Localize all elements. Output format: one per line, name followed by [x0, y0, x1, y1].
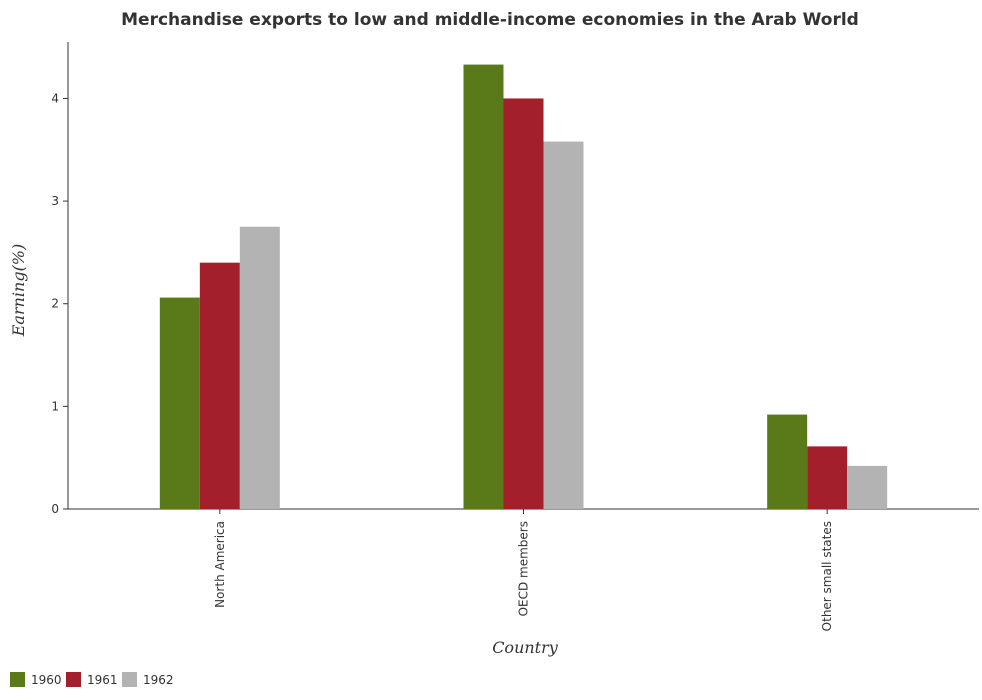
x-tick-label: North America [213, 521, 227, 608]
x-axis-label: Country [492, 638, 559, 657]
bar-1962-0 [239, 226, 280, 509]
x-tick-label: Other small states [820, 521, 834, 631]
legend-swatch-1961 [66, 672, 81, 687]
legend-label: 1960 [31, 673, 62, 687]
y-tick-label: 1 [51, 399, 59, 413]
y-tick-label: 3 [51, 194, 59, 208]
y-tick-label: 2 [51, 297, 59, 311]
legend-swatch-1960 [10, 672, 25, 687]
bar-1962-2 [847, 465, 888, 509]
chart-title: Merchandise exports to low and middle-in… [121, 10, 859, 30]
y-tick-label: 0 [51, 502, 59, 516]
legend-label: 1961 [87, 673, 118, 687]
y-tick-label: 4 [51, 91, 59, 105]
legend-swatch-1962 [122, 672, 137, 687]
legend: 1960 1961 1962 [10, 672, 174, 687]
bar-1961-2 [807, 446, 848, 509]
bar-1961-0 [199, 262, 240, 509]
plot-area: 0 1 2 3 4 North America OECD members Other smal… [51, 42, 979, 631]
bar-1962-1 [543, 141, 584, 510]
y-axis-label: Earning(%) [9, 244, 28, 338]
x-tick-label: OECD members [517, 521, 531, 616]
bar-1960-0 [159, 297, 200, 509]
legend-label: 1962 [143, 673, 174, 687]
bar-1960-1 [463, 64, 504, 509]
bar-1960-2 [767, 414, 808, 509]
bar-1961-1 [503, 98, 544, 509]
